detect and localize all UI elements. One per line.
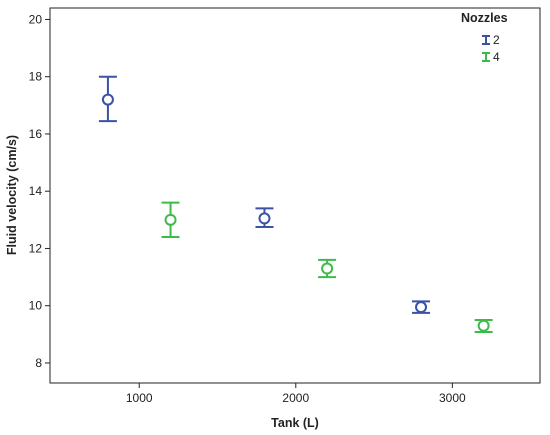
y-tick-label: 8 — [35, 356, 42, 370]
x-tick-label: 3000 — [439, 391, 466, 405]
legend: Nozzles 2 4 — [461, 11, 508, 64]
y-tick-label: 10 — [29, 299, 43, 313]
error-bar-point — [161, 201, 180, 239]
y-tick-label: 16 — [29, 127, 43, 141]
mean-marker — [321, 262, 334, 275]
mean-marker — [477, 319, 490, 332]
legend-label: 2 — [493, 33, 500, 47]
y-axis-title: Fluid velocity (cm/s) — [5, 135, 19, 255]
error-bar-point — [318, 258, 337, 279]
x-axis-ticks: 1000 2000 3000 — [126, 383, 466, 405]
legend-item: 4 — [482, 50, 500, 64]
error-bar-point — [255, 207, 274, 228]
mean-marker — [415, 301, 428, 314]
legend-item: 2 — [482, 33, 500, 47]
data-marks — [98, 75, 493, 334]
legend-label: 4 — [493, 50, 500, 64]
y-tick-label: 18 — [29, 70, 43, 84]
y-tick-label: 14 — [29, 184, 43, 198]
y-tick-label: 12 — [29, 241, 43, 255]
y-axis-ticks: 8 10 12 14 16 18 20 — [29, 12, 50, 370]
error-bar-point — [474, 319, 493, 334]
mean-marker — [101, 93, 114, 106]
legend-title: Nozzles — [461, 11, 508, 25]
x-tick-label: 1000 — [126, 391, 153, 405]
x-tick-label: 2000 — [282, 391, 309, 405]
y-tick-label: 20 — [29, 12, 43, 26]
error-bar-point — [98, 75, 117, 123]
mean-marker — [164, 213, 177, 226]
plot-frame — [49, 7, 541, 384]
x-axis-title: Tank (L) — [271, 416, 319, 430]
mean-marker — [258, 212, 271, 225]
error-bar-point — [412, 300, 431, 314]
